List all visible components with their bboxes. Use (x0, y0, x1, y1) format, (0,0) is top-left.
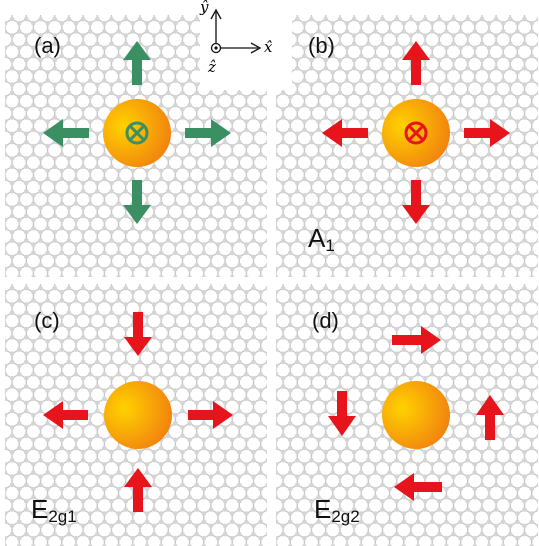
mode-label-subscript: 2g1 (48, 507, 77, 526)
panel-c: (c) E2g1 (5, 284, 267, 546)
arrow-up-icon (402, 41, 430, 85)
arrow-right-icon (185, 119, 231, 147)
panel-b: (b) A1 (276, 15, 538, 277)
mode-label: A1 (308, 223, 335, 255)
lattice-bonds (276, 284, 538, 546)
arrow-left-icon (43, 119, 89, 147)
panel-label: (a) (34, 33, 61, 58)
y-axis-label: ŷ (200, 0, 209, 16)
arrow-right-icon (464, 119, 510, 147)
arrow-down-icon (328, 391, 356, 436)
atom-sphere (104, 381, 172, 449)
mode-label-base: A (308, 223, 326, 253)
arrow-left-icon (394, 473, 442, 501)
y-arrowhead-icon (210, 8, 222, 20)
z-axis-label: ẑ (208, 58, 216, 76)
panel-d: (d) E2g2 (276, 284, 538, 546)
arrow-down-icon (402, 180, 430, 224)
arrow-right-icon (188, 401, 233, 429)
lattice-bonds (276, 15, 538, 277)
mode-label-base: E (314, 494, 332, 524)
panel-c-overlay (43, 312, 233, 512)
mode-label-subscript: 2g2 (331, 507, 360, 526)
panel-b-overlay (322, 41, 510, 224)
panel-a-overlay (43, 41, 231, 224)
x-arrowhead-icon (250, 42, 262, 54)
arrow-left-icon (43, 401, 88, 429)
lattice-bonds (5, 284, 267, 546)
x-axis-label: x̂ (264, 38, 273, 56)
lattice-bonds (5, 15, 267, 277)
mode-label: E2g1 (31, 494, 77, 526)
cross-in-circle-icon (125, 121, 149, 145)
mode-label-subscript: 1 (325, 236, 335, 255)
axes-drawing (210, 8, 262, 54)
arrow-right-icon (392, 326, 441, 354)
arrow-up-icon (123, 41, 151, 85)
arrow-down-icon (123, 180, 151, 224)
panel-label: (d) (312, 308, 339, 333)
panel-label: (b) (308, 33, 335, 58)
coordinate-axes: ŷ x̂ ẑ (200, 0, 292, 90)
arrow-up-icon (124, 468, 152, 512)
arrow-up-icon (476, 395, 504, 440)
cross-in-circle-icon (404, 121, 428, 145)
mode-label-base: E (31, 494, 49, 524)
atom-sphere (382, 381, 450, 449)
mode-label: E2g2 (314, 494, 360, 526)
panel-d-overlay (328, 326, 504, 501)
arrow-down-icon (124, 312, 152, 356)
panel-label: (c) (34, 308, 60, 333)
arrow-left-icon (322, 119, 368, 147)
